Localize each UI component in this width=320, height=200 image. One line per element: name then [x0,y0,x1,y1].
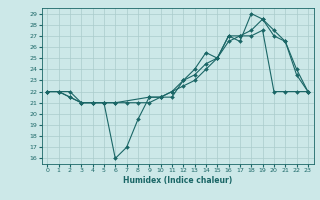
X-axis label: Humidex (Indice chaleur): Humidex (Indice chaleur) [123,176,232,185]
